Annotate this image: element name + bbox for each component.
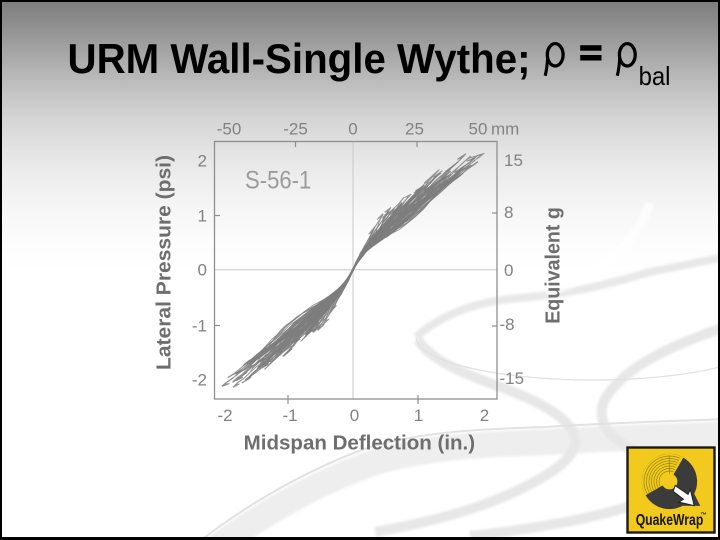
svg-text:™: ™: [701, 512, 708, 519]
svg-text:25: 25: [405, 120, 424, 139]
svg-text:-2: -2: [192, 371, 207, 390]
svg-text:8: 8: [504, 203, 513, 222]
svg-text:2: 2: [198, 152, 207, 171]
svg-text:1: 1: [414, 406, 423, 425]
svg-text:15: 15: [504, 151, 523, 170]
svg-text:Lateral Pressure (psi): Lateral Pressure (psi): [154, 155, 176, 370]
svg-text:S-56-1: S-56-1: [245, 167, 311, 195]
svg-text:Midspan Deflection (in.): Midspan Deflection (in.): [244, 433, 475, 455]
svg-text:Equivalent g: Equivalent g: [543, 207, 565, 324]
svg-text:bal: bal: [639, 61, 671, 91]
svg-text:0: 0: [504, 261, 513, 280]
svg-text:-2: -2: [217, 406, 232, 425]
svg-text:URM Wall-Single Wythe;: URM Wall-Single Wythe;: [68, 35, 531, 82]
svg-text:-50: -50: [217, 120, 242, 139]
svg-text:-1: -1: [192, 317, 207, 336]
svg-text:-25: -25: [283, 120, 308, 139]
svg-text:2: 2: [480, 406, 489, 425]
svg-text:mm: mm: [491, 120, 519, 139]
svg-text:0: 0: [348, 120, 357, 139]
svg-text:QuakeWrap: QuakeWrap: [636, 512, 704, 529]
svg-text:50: 50: [469, 120, 488, 139]
svg-text:0: 0: [198, 261, 207, 280]
svg-text:-1: -1: [282, 406, 297, 425]
svg-text:1: 1: [198, 207, 207, 226]
svg-text:-8: -8: [500, 315, 515, 334]
svg-text:0: 0: [350, 406, 359, 425]
svg-text:-15: -15: [500, 369, 525, 388]
